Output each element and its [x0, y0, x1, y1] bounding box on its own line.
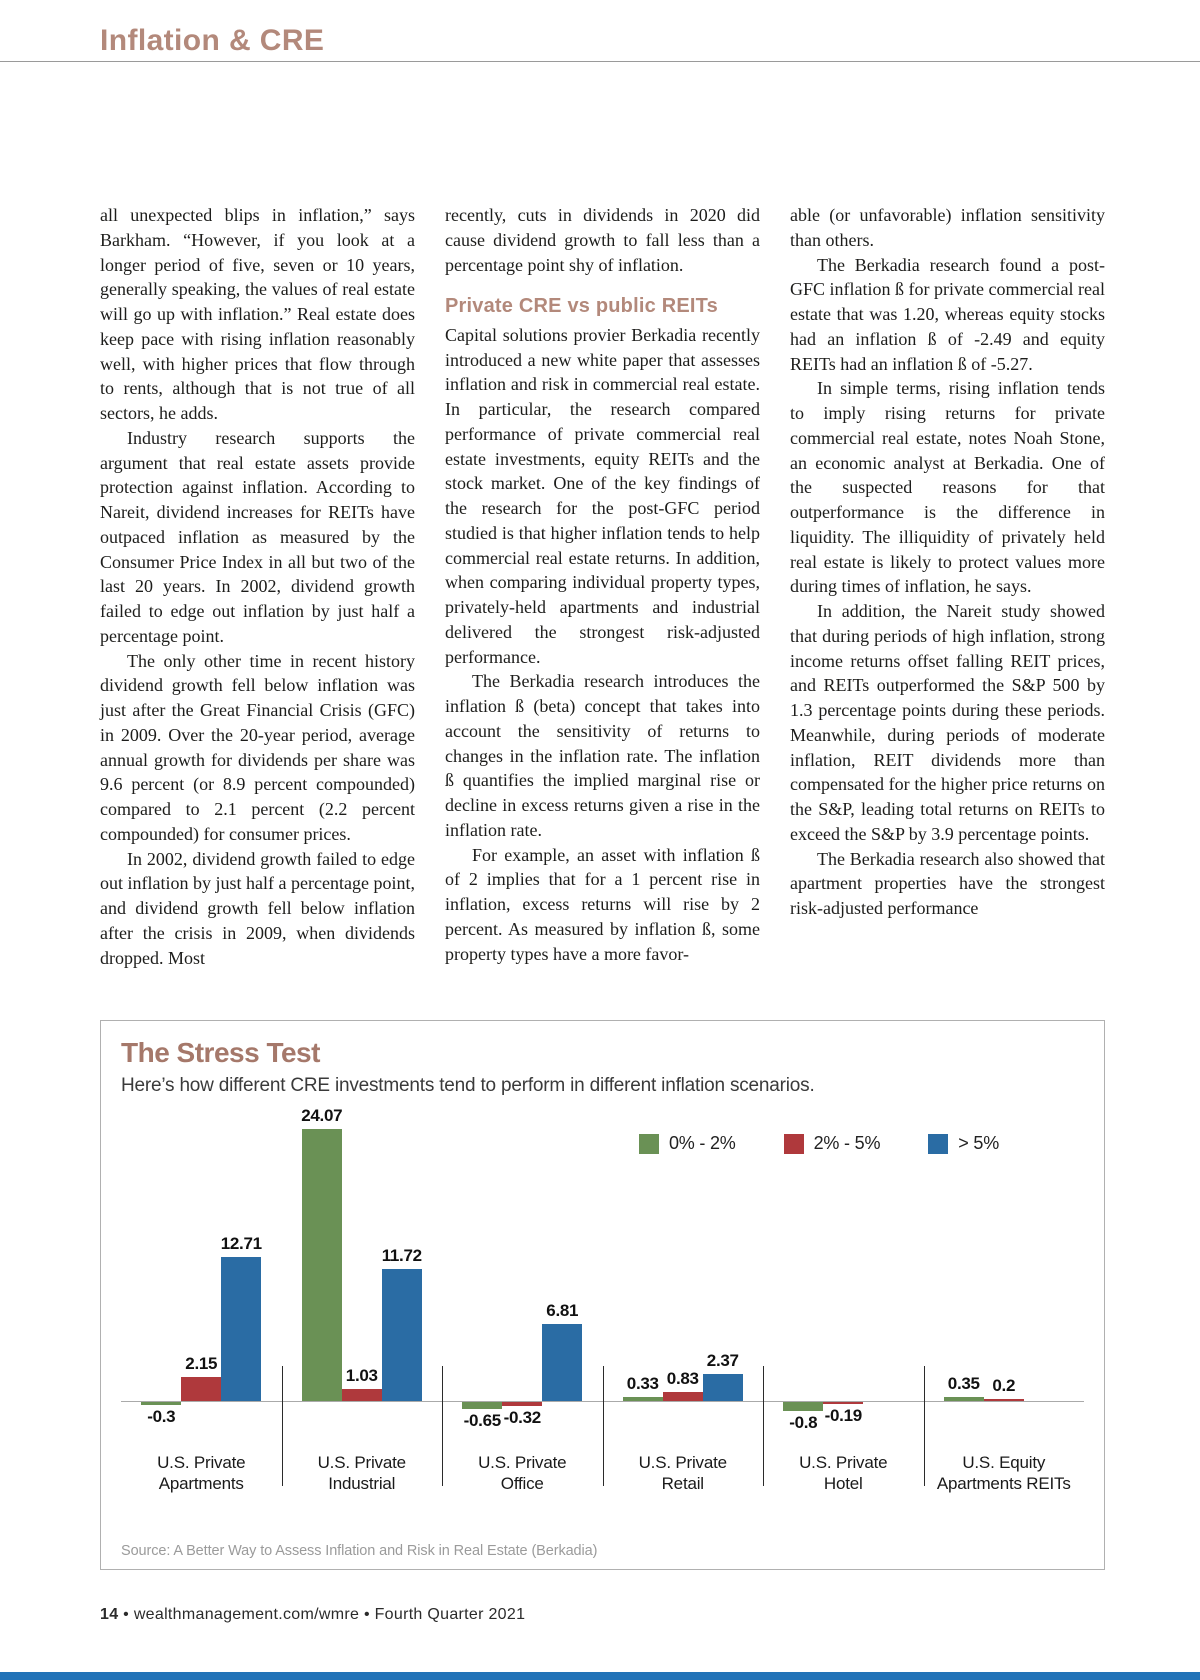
bar — [783, 1402, 824, 1412]
bar — [622, 1397, 663, 1401]
paragraph: In simple terms, rising inflation tends … — [790, 378, 1105, 597]
bar — [301, 1129, 342, 1401]
bar — [341, 1389, 382, 1401]
bar — [502, 1402, 543, 1406]
paragraph: For example, an asset with inflation ß o… — [445, 844, 760, 964]
bar-value-label: 0.83 — [666, 1368, 699, 1388]
bar — [823, 1402, 864, 1405]
bar-value-label: 11.72 — [381, 1245, 422, 1265]
paragraph: Capital solutions provier Berkadia recen… — [445, 324, 760, 667]
paragraph: The Berkadia research found a post-GFC i… — [790, 254, 1105, 374]
chart-subtitle: Here’s how different CRE investments ten… — [121, 1075, 815, 1096]
bar-value-label: -0.19 — [824, 1406, 863, 1426]
paragraph: In addition, the Nareit study showed tha… — [790, 601, 1105, 844]
bar-value-label: 12.71 — [220, 1234, 262, 1254]
category-label: U.S. Equity Apartments REITs — [936, 1453, 1071, 1493]
bar — [141, 1402, 182, 1406]
bar — [221, 1257, 262, 1401]
chart-source: Source: A Better Way to Assess Inflation… — [121, 1543, 598, 1559]
bar — [943, 1397, 984, 1401]
bar — [983, 1398, 1024, 1401]
category-label: U.S. Private Industrial — [317, 1453, 406, 1493]
category-label: U.S. Private Apartments — [157, 1453, 246, 1493]
group-separator — [602, 1366, 604, 1486]
bar — [462, 1402, 503, 1410]
chart-title: The Stress Test — [121, 1037, 320, 1068]
bar — [181, 1376, 222, 1401]
bar-value-label: 0.33 — [626, 1374, 659, 1394]
bar-value-label: 24.07 — [301, 1106, 343, 1125]
paragraph: all unexpected blips in inflation,” says… — [100, 205, 415, 423]
footer-site: wealthmanagement.com/wmre — [133, 1606, 360, 1623]
bar — [542, 1324, 583, 1401]
bar-value-label: 6.81 — [546, 1301, 579, 1321]
paragraph: The only other time in recent history di… — [100, 650, 415, 844]
chart-legend: 0% - 2% 2% - 5% > 5% — [638, 1133, 999, 1154]
bottom-accent-bar — [0, 1672, 1200, 1680]
paragraph: The Berkadia research introduces the inf… — [445, 671, 760, 840]
category-label: U.S. Private Hotel — [799, 1453, 888, 1493]
masthead-rule — [0, 61, 1200, 62]
footer-issue: Fourth Quarter 2021 — [374, 1606, 526, 1623]
bar-value-label: -0.65 — [463, 1411, 502, 1431]
bar-value-label: 0.2 — [992, 1375, 1016, 1395]
category-label: U.S. Private Retail — [638, 1453, 727, 1493]
bar-value-label: -0.32 — [503, 1407, 542, 1427]
bar-chart-plot: 0% - 2% 2% - 5% > 5% -0.3 2.15 12.71 U.S. Priv… — [121, 1101, 1084, 1539]
article-column: recently, cuts in dividends in 2020 did … — [445, 203, 760, 970]
stress-test-chart-box: The Stress Test Here’s how different CRE… — [100, 1020, 1105, 1570]
legend-label: > 5% — [958, 1133, 999, 1153]
article-column: all unexpected blips in inflation,” says… — [100, 203, 415, 970]
legend-swatch-icon — [928, 1133, 949, 1154]
page-number: 14 — [100, 1606, 119, 1623]
bar-value-label: -0.8 — [789, 1413, 818, 1433]
legend-item: 2% - 5% — [783, 1133, 881, 1154]
legend-swatch-icon — [638, 1133, 659, 1154]
legend-swatch-icon — [783, 1133, 804, 1154]
paragraph: able (or unfavorable) inflation sensitiv… — [790, 205, 1105, 250]
page-title: Inflation & CRE — [100, 24, 325, 57]
paragraph: recently, cuts in dividends in 2020 did … — [445, 205, 760, 275]
article-column: able (or unfavorable) inflation sensitiv… — [790, 203, 1105, 970]
bar-value-label: 2.37 — [706, 1351, 739, 1371]
page-footer: 14 • wealthmanagement.com/wmre • Fourth … — [100, 1606, 525, 1624]
paragraph: Industry research supports the argument … — [100, 427, 415, 646]
group-separator — [763, 1366, 764, 1486]
bar-value-label: -0.3 — [147, 1407, 176, 1427]
legend-label: 2% - 5% — [813, 1133, 881, 1153]
paragraph: In 2002, dividend growth failed to edge … — [100, 848, 415, 968]
paragraph: The Berkadia research also showed that a… — [790, 848, 1105, 919]
group-separator — [442, 1366, 443, 1486]
bar — [702, 1374, 743, 1401]
category-label: U.S. Private Office — [478, 1453, 567, 1493]
bar-value-label: 2.15 — [185, 1353, 218, 1373]
legend-item: 0% - 2% — [638, 1133, 736, 1154]
group-separator — [281, 1366, 283, 1486]
legend-label: 0% - 2% — [668, 1133, 736, 1153]
group-separator — [923, 1366, 925, 1486]
footer-separator: • — [123, 1606, 130, 1623]
bar-value-label: 0.35 — [947, 1374, 980, 1394]
article-columns: all unexpected blips in inflation,” says… — [100, 203, 1105, 970]
section-heading: Private CRE vs public REITs — [445, 295, 718, 318]
legend-item: > 5% — [928, 1133, 999, 1154]
bar — [662, 1391, 703, 1401]
bar — [381, 1268, 422, 1401]
bar-value-label: 1.03 — [345, 1366, 378, 1386]
footer-separator: • — [363, 1606, 370, 1623]
